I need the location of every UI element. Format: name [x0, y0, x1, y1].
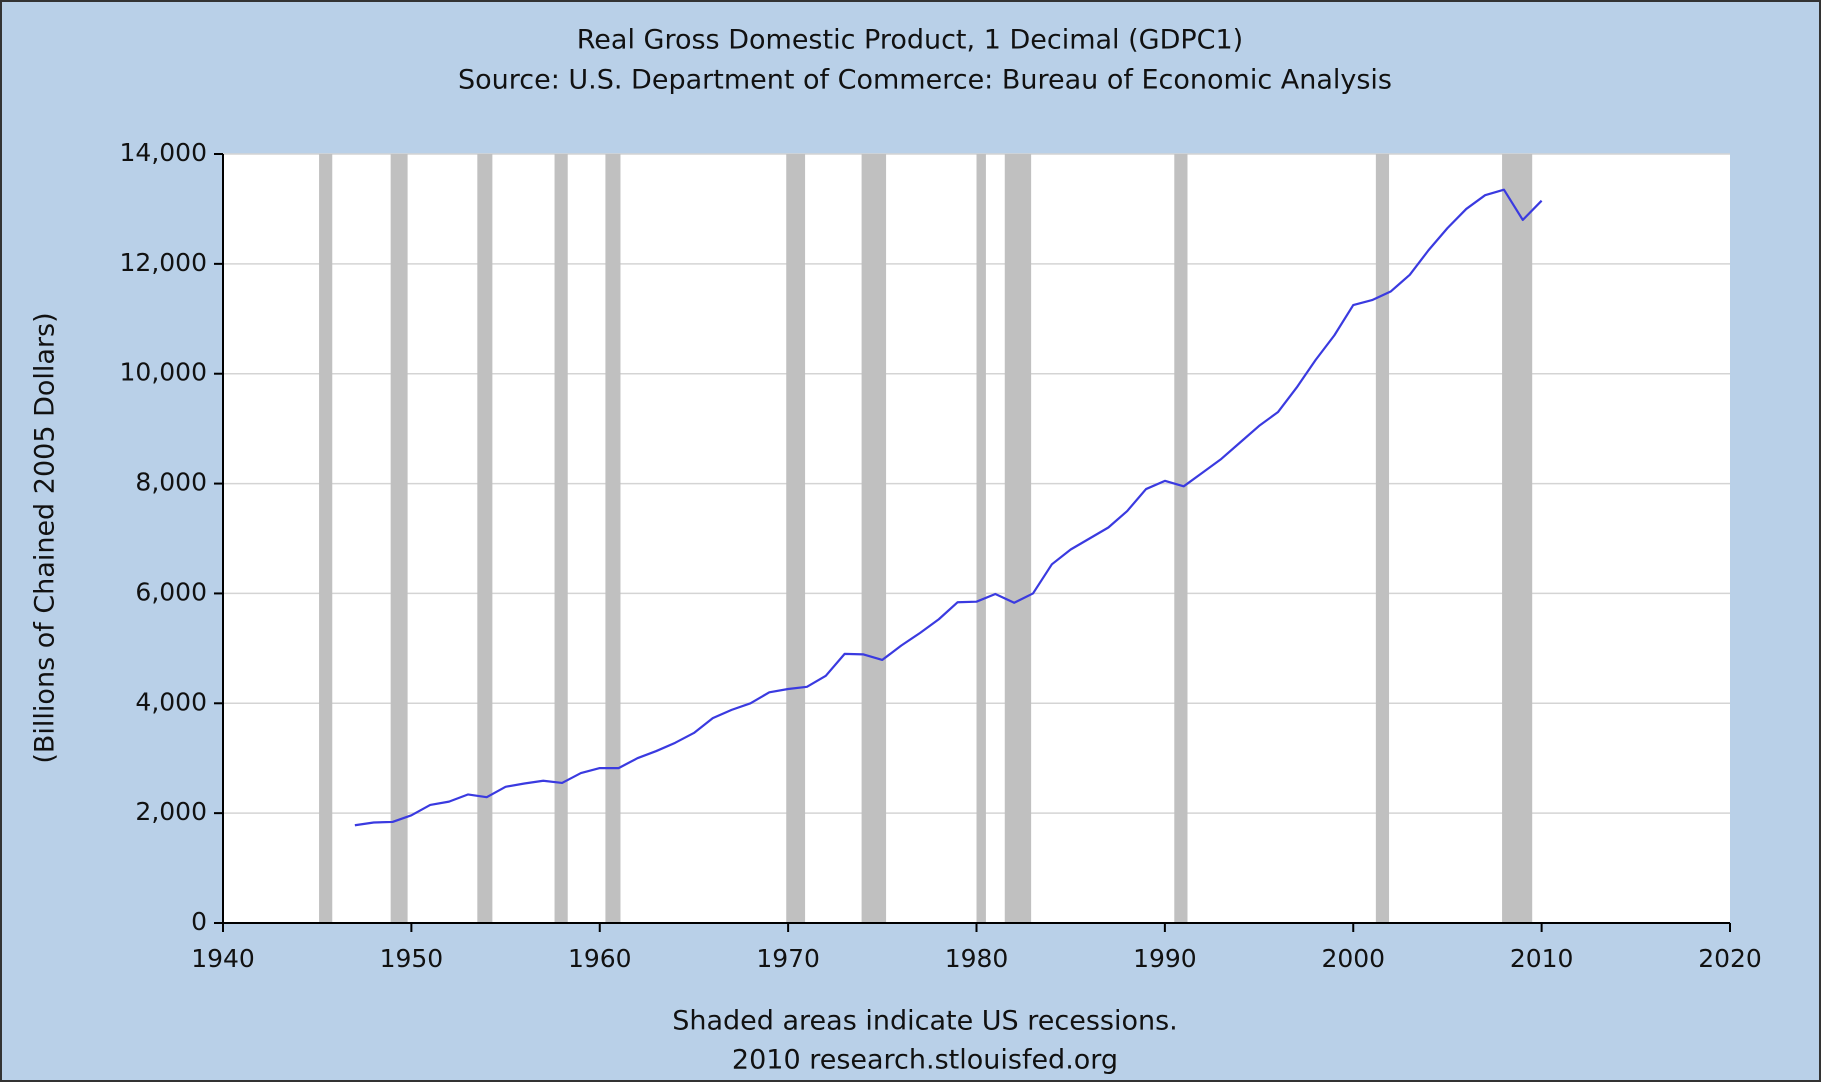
- recession-band: [976, 154, 986, 923]
- recession-band: [554, 154, 568, 923]
- recession-band: [1174, 154, 1188, 923]
- chart-title: Real Gross Domestic Product, 1 Decimal (…: [577, 25, 1243, 56]
- x-tick-label: 1970: [756, 944, 820, 973]
- y-tick-label: 2,000: [135, 797, 207, 826]
- x-tick-label: 2010: [1510, 944, 1574, 973]
- recession-band: [1004, 154, 1032, 923]
- footnote: 2010 research.stlouisfed.org: [732, 1045, 1118, 1076]
- recession-band: [477, 154, 493, 923]
- footnote: Shaded areas indicate US recessions.: [672, 1006, 1178, 1037]
- recession-band: [319, 154, 333, 923]
- recession-band: [1375, 154, 1390, 923]
- x-tick-label: 1940: [191, 944, 255, 973]
- y-tick-label: 14,000: [120, 138, 207, 167]
- recession-band: [786, 154, 806, 923]
- recession-band: [390, 154, 408, 923]
- chart-subtitle: Source: U.S. Department of Commerce: Bur…: [458, 65, 1392, 96]
- x-tick-label: 1950: [380, 944, 444, 973]
- x-tick-label: 2000: [1321, 944, 1385, 973]
- recession-band: [605, 154, 621, 923]
- y-tick-label: 8,000: [135, 468, 207, 497]
- y-tick-label: 4,000: [135, 687, 207, 716]
- y-tick-label: 10,000: [120, 358, 207, 387]
- recession-band: [1502, 154, 1533, 923]
- x-tick-label: 1980: [945, 944, 1009, 973]
- recession-band: [861, 154, 887, 923]
- x-tick-label: 1960: [568, 944, 632, 973]
- y-tick-label: 6,000: [135, 577, 207, 606]
- y-axis-label: (Billions of Chained 2005 Dollars): [30, 312, 61, 763]
- gdp-line: [354, 188, 1543, 827]
- y-tick-label: 0: [191, 907, 207, 936]
- x-tick-label: 2020: [1698, 944, 1762, 973]
- x-tick-label: 1990: [1133, 944, 1197, 973]
- y-tick-label: 12,000: [120, 248, 207, 277]
